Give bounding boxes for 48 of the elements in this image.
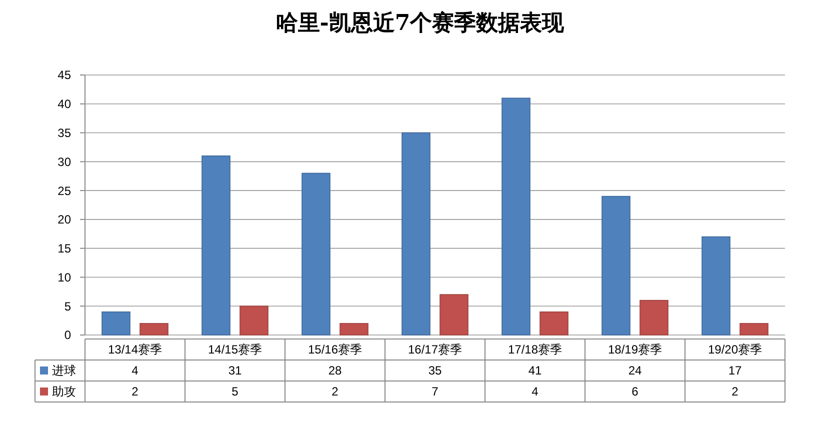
bar (640, 300, 668, 336)
bar (140, 323, 168, 336)
x-tick-label: 13/14赛季 (108, 342, 162, 357)
x-tick-label: 15/16赛季 (308, 342, 362, 357)
bar (102, 311, 130, 336)
y-tick-label: 5 (64, 299, 72, 314)
y-tick-label: 15 (58, 242, 72, 256)
legend-label: 助攻 (52, 384, 76, 399)
y-tick-label: 0 (64, 328, 72, 342)
y-tick-label: 35 (58, 126, 72, 140)
bar (402, 132, 430, 336)
y-tick-label: 45 (58, 68, 72, 82)
data-label: 4 (532, 384, 539, 399)
data-label: 6 (632, 384, 639, 399)
bar (440, 294, 468, 336)
data-label: 35 (428, 364, 442, 378)
y-tick-label: 20 (58, 212, 72, 227)
bar (740, 323, 768, 336)
data-label: 2 (332, 384, 339, 399)
bar (340, 323, 368, 336)
bar (702, 236, 730, 336)
y-tick-label: 25 (58, 184, 72, 198)
bar (240, 306, 268, 336)
x-tick-label: 14/15赛季 (208, 342, 262, 357)
data-label: 7 (432, 384, 439, 399)
x-tick-label: 16/17赛季 (408, 342, 462, 357)
data-label: 28 (328, 364, 342, 378)
data-label: 4 (132, 364, 139, 378)
bar (602, 196, 630, 336)
x-tick-label: 17/18赛季 (508, 342, 562, 357)
bar (502, 98, 530, 336)
bar (202, 155, 230, 336)
data-label: 5 (232, 384, 239, 399)
y-tick-label: 10 (58, 270, 72, 284)
legend-label: 进球 (52, 364, 76, 378)
data-label: 41 (528, 364, 542, 378)
data-label: 24 (628, 364, 642, 378)
bar (302, 172, 330, 336)
x-tick-label: 19/20赛季 (708, 342, 762, 357)
chart-title: 哈里-凯恩近7个赛季数据表现 (276, 10, 566, 36)
data-label: 2 (732, 384, 739, 399)
bar (540, 311, 568, 336)
x-tick-label: 18/19赛季 (608, 342, 662, 357)
data-label: 17 (728, 364, 742, 378)
y-tick-label: 40 (58, 97, 72, 112)
data-label: 2 (132, 384, 139, 399)
y-tick-label: 30 (58, 154, 72, 169)
data-label: 31 (228, 364, 242, 378)
